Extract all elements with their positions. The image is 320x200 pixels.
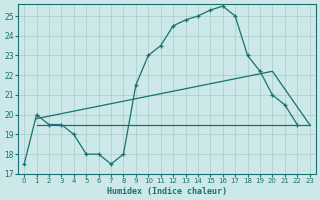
X-axis label: Humidex (Indice chaleur): Humidex (Indice chaleur) bbox=[107, 187, 227, 196]
